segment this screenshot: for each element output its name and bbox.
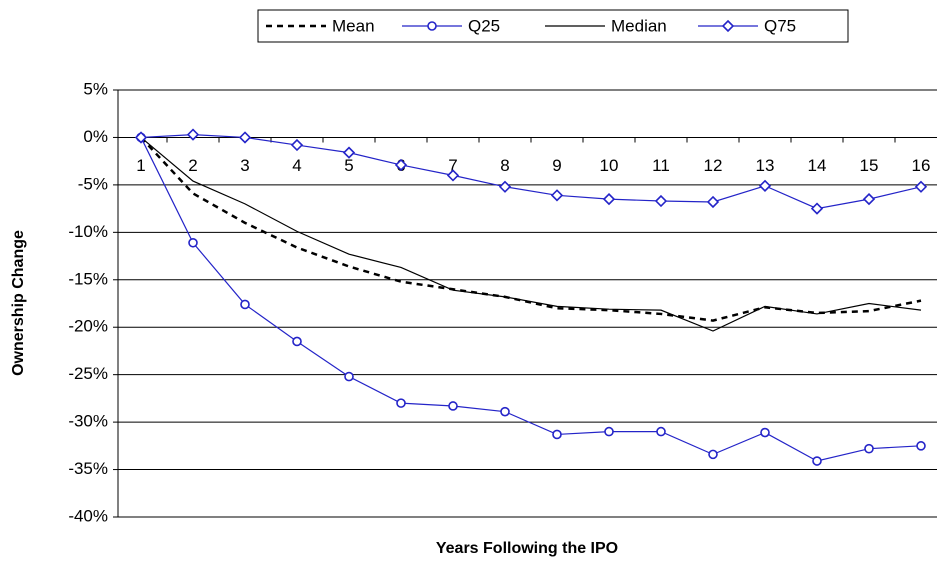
data-point xyxy=(706,195,720,209)
x-tick-label: 4 xyxy=(292,156,301,175)
x-tick-label: 12 xyxy=(704,156,723,175)
data-point xyxy=(188,237,198,248)
data-point xyxy=(186,128,200,141)
x-tick-label: 10 xyxy=(600,156,619,175)
data-point xyxy=(654,194,668,208)
data-point xyxy=(760,427,770,438)
y-tick-label: -35% xyxy=(68,459,108,478)
x-tick-label: 15 xyxy=(860,156,879,175)
data-point xyxy=(602,192,616,206)
data-point xyxy=(396,398,406,408)
data-point xyxy=(446,169,460,182)
y-axis-title: Ownership Change xyxy=(10,230,27,376)
data-point xyxy=(812,456,822,466)
data-point xyxy=(498,180,512,193)
x-tick-label: 13 xyxy=(756,156,775,175)
data-point xyxy=(604,426,614,437)
x-tick-label: 14 xyxy=(808,156,827,175)
x-tick-label: 1 xyxy=(136,156,145,175)
data-point xyxy=(290,138,304,152)
data-point xyxy=(448,401,458,411)
data-point xyxy=(708,449,718,460)
data-point xyxy=(552,429,562,440)
x-tick-label: 11 xyxy=(652,156,670,175)
data-point xyxy=(394,158,408,172)
legend-label: Median xyxy=(611,16,667,35)
x-tick-label: 16 xyxy=(912,156,931,175)
x-tick-label: 2 xyxy=(188,156,197,175)
y-tick-label: 0% xyxy=(83,127,108,146)
data-point xyxy=(240,299,250,310)
data-point xyxy=(342,146,356,159)
data-point xyxy=(134,131,148,144)
legend-label: Q75 xyxy=(764,16,796,35)
data-point xyxy=(916,441,926,451)
series-line xyxy=(140,136,922,332)
data-point xyxy=(344,371,354,382)
y-tick-label: -40% xyxy=(68,506,108,525)
data-point xyxy=(500,406,510,417)
y-tick-label: -15% xyxy=(68,269,108,288)
data-point xyxy=(758,179,772,192)
data-point xyxy=(862,192,876,206)
series-line xyxy=(140,136,922,322)
data-point xyxy=(656,426,666,437)
legend-marker xyxy=(721,19,735,33)
y-tick-label: 5% xyxy=(83,79,108,98)
y-tick-label: -5% xyxy=(78,174,108,193)
data-point xyxy=(238,131,252,144)
legend-label: Q25 xyxy=(468,16,500,35)
data-point xyxy=(864,443,874,454)
x-tick-label: 7 xyxy=(448,156,457,175)
y-tick-label: -30% xyxy=(68,412,108,431)
x-axis-title: Years Following the IPO xyxy=(436,540,618,557)
data-point xyxy=(292,336,302,347)
x-tick-label: 3 xyxy=(240,156,249,175)
data-point xyxy=(810,202,824,215)
series-line xyxy=(140,133,922,210)
legend-marker xyxy=(427,21,437,31)
data-point xyxy=(914,180,928,193)
y-tick-label: -10% xyxy=(68,222,108,241)
x-tick-label: 5 xyxy=(344,156,353,175)
y-tick-label: -25% xyxy=(68,364,108,383)
x-tick-label: 8 xyxy=(500,156,509,175)
series-line xyxy=(140,137,922,462)
x-tick-label: 9 xyxy=(552,156,561,175)
legend-label: Mean xyxy=(332,16,375,35)
data-point xyxy=(550,189,564,202)
y-tick-label: -20% xyxy=(68,317,108,336)
